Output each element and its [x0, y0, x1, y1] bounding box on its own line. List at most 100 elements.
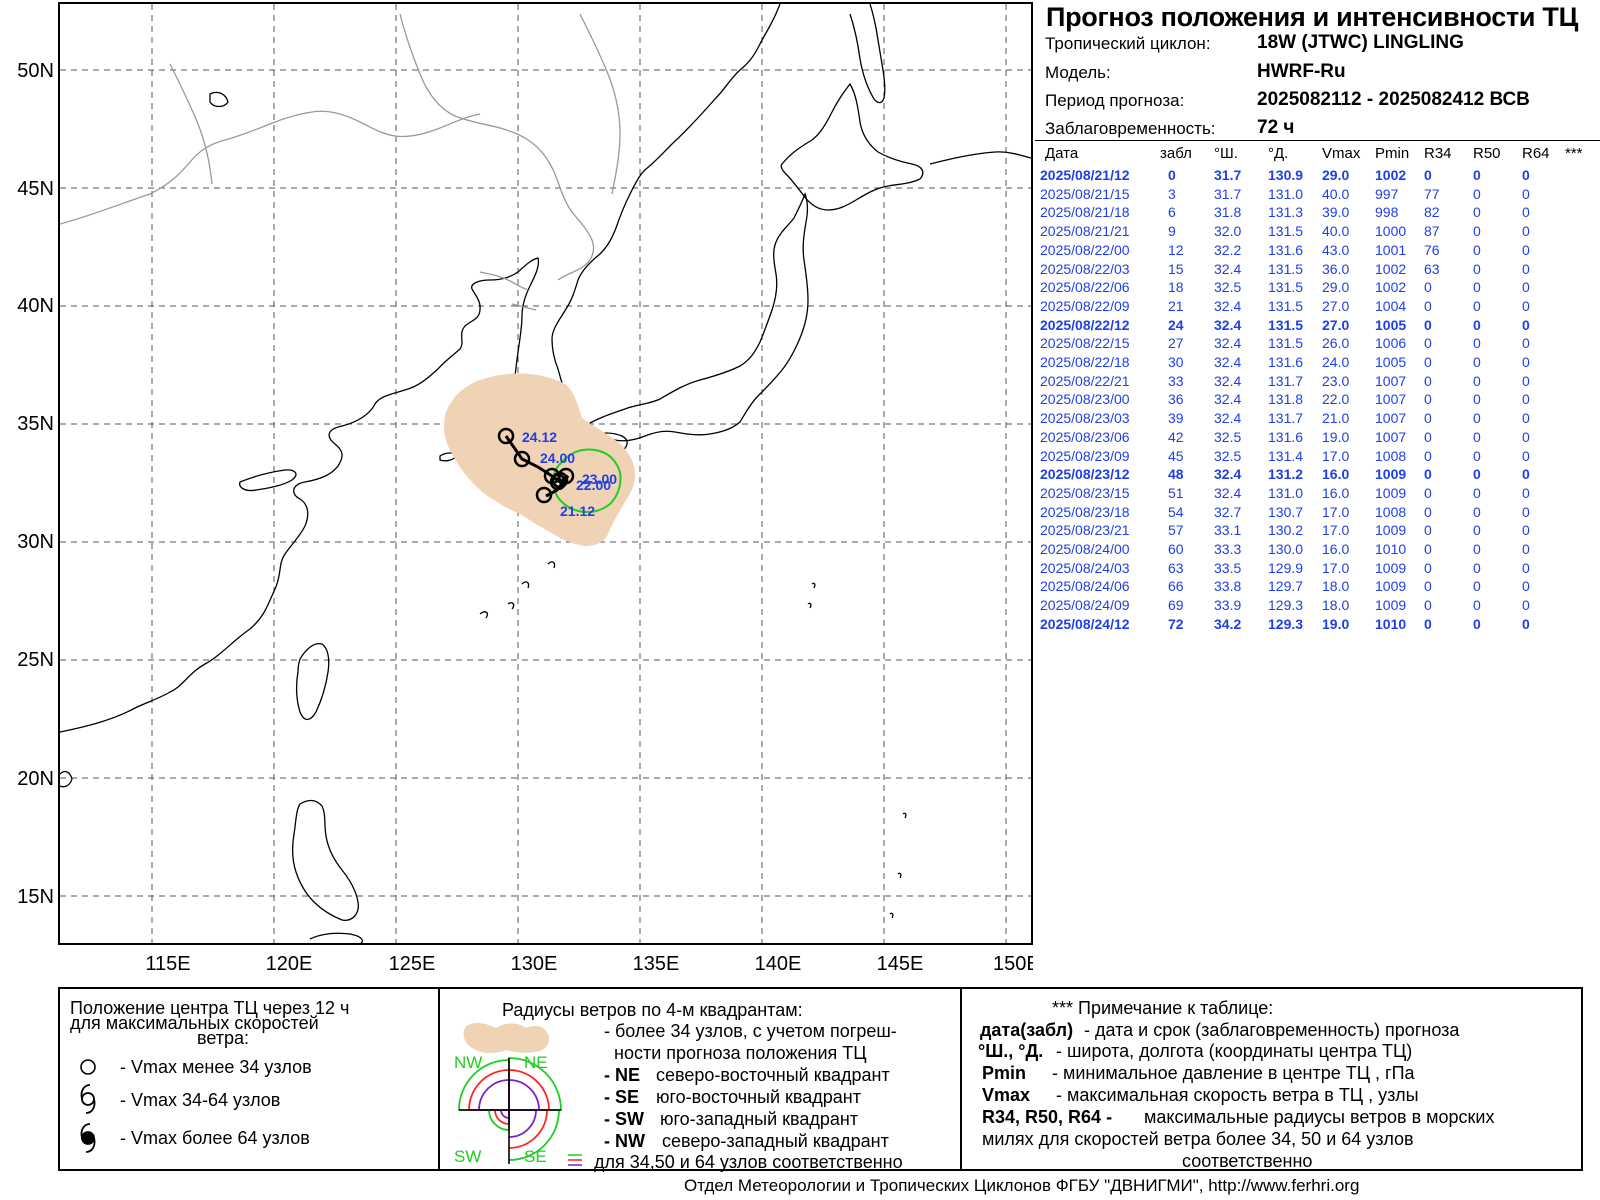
track-label: 24.00: [540, 450, 575, 466]
cell-r50: 0: [1473, 597, 1481, 614]
cell-pmin: 1007: [1375, 410, 1407, 427]
cell-vmax: 17.0: [1322, 559, 1350, 576]
cell-lead: 45: [1168, 447, 1184, 464]
cell-r50: 0: [1473, 316, 1481, 333]
lon-label: 140E: [754, 953, 802, 975]
footer-credit: Отдел Метеорологии и Тропических Циклоно…: [684, 1176, 1360, 1195]
cell-r50: 0: [1473, 578, 1481, 595]
cell-date: 2025/08/24/03: [1040, 559, 1130, 576]
border-inner: [169, 63, 213, 185]
cell-pmin: 1009: [1375, 522, 1407, 539]
table-row: 2025/08/22/18 30 32.4 131.6 24.0 1005 0 0 0: [1040, 354, 1580, 372]
sw-text: юго-западный квадрант: [660, 1109, 859, 1129]
track-labels: 24.12 24.00 23.00 22.00 21.12: [522, 429, 617, 519]
coast-marianas: [889, 812, 907, 919]
cell-lon: 131.5: [1268, 279, 1304, 296]
cell-date: 2025/08/22/12: [1040, 316, 1130, 333]
cell-r64: 0: [1522, 204, 1530, 221]
note-key: R34, R50, R64 -: [982, 1107, 1113, 1127]
cell-date: 2025/08/21/21: [1040, 223, 1130, 240]
cell-vmax: 29.0: [1322, 279, 1350, 296]
note-key: °Ш., °Д.: [978, 1041, 1044, 1061]
cell-vmax: 17.0: [1322, 503, 1350, 520]
cell-lead: 24: [1168, 316, 1184, 333]
cell-pmin: 1004: [1375, 297, 1407, 314]
center-legend-title: для максимальных скоростей: [70, 1013, 319, 1033]
cell-r50: 0: [1473, 279, 1481, 296]
cell-r64: 0: [1522, 447, 1530, 464]
track-label: 23.00: [582, 471, 617, 487]
cell-vmax: 19.0: [1322, 615, 1350, 632]
table-row: 2025/08/24/12 72 34.2 129.3 19.0 1010 0 0 0: [1040, 616, 1580, 634]
nw-r50-arc: [468, 1069, 510, 1111]
legend: [58, 987, 1583, 1171]
table-row: 2025/08/24/09 69 33.9 129.3 18.0 1009 0 0 0: [1040, 597, 1580, 615]
cell-lon: 129.9: [1268, 559, 1304, 576]
cell-lon: 129.3: [1268, 597, 1304, 614]
table-row: 2025/08/23/06 42 32.5 131.6 19.0 1007 0 0 0: [1040, 429, 1580, 447]
cell-lon: 131.5: [1268, 297, 1304, 314]
cell-r50: 0: [1473, 223, 1481, 240]
cell-r34: 0: [1424, 354, 1432, 370]
cell-r34: 76: [1424, 241, 1440, 258]
cell-vmax: 21.0: [1322, 410, 1350, 427]
border-china-russia: [399, 13, 595, 281]
cell-lead: 42: [1168, 428, 1184, 445]
coast-ryukyu: [479, 561, 556, 619]
cell-lon: 131.6: [1268, 241, 1304, 258]
cell-lat: 32.4: [1214, 354, 1242, 370]
cell-date: 2025/08/22/09: [1040, 297, 1130, 314]
cell-lon: 131.0: [1268, 484, 1304, 501]
center-legend-item: - Vmax более 64 узлов: [120, 1128, 310, 1148]
cell-lat: 32.4: [1214, 335, 1242, 352]
cell-lead: 66: [1168, 578, 1184, 595]
col-header: °Д.: [1268, 145, 1289, 162]
cell-r50: 0: [1473, 391, 1481, 408]
cell-lon: 131.7: [1268, 372, 1304, 389]
se-r34-arc: [508, 1109, 560, 1161]
cell-date: 2025/08/23/21: [1040, 522, 1130, 539]
cell-r64: 0: [1522, 354, 1530, 370]
forecast-map[interactable]: 24.12 24.00 23.00 22.00 21.12: [58, 2, 1033, 945]
cell-date: 2025/08/21/15: [1040, 185, 1130, 202]
coast-kuril-east: [929, 151, 1031, 165]
radii-legend-line: для 34,50 и 64 узлов соответственно: [594, 1152, 903, 1172]
nw-r34-arc: [458, 1059, 510, 1111]
ne-key: - NE: [604, 1065, 640, 1085]
cell-date: 2025/08/24/09: [1040, 597, 1130, 614]
cell-r64: 0: [1522, 297, 1530, 314]
lat-label: 25N: [17, 649, 54, 671]
cell-r34: 0: [1424, 372, 1432, 389]
page-title: Прогноз положения и интенсивности ТЦ: [1046, 2, 1578, 32]
coast-taiwan: [296, 643, 330, 721]
cell-lat: 33.5: [1214, 559, 1242, 576]
coast-luzon: [292, 799, 359, 921]
track-label: 21.12: [560, 503, 595, 519]
cell-lon: 130.9: [1268, 167, 1304, 183]
cell-pmin: 1002: [1375, 260, 1407, 277]
cell-pmin: 1007: [1375, 428, 1407, 445]
cell-r64: 0: [1522, 241, 1530, 258]
table-row: 2025/08/22/03 15 32.4 131.5 36.0 1002 63 0 0: [1040, 261, 1580, 279]
cell-r34: 0: [1424, 316, 1432, 333]
se-r64-arc: [508, 1109, 537, 1138]
r-levels-icon: [568, 1154, 582, 1166]
cell-vmax: 40.0: [1322, 223, 1350, 240]
center-legend-title: Положение центра ТЦ через 12 ч: [70, 998, 350, 1018]
cell-r34: 0: [1424, 484, 1432, 501]
cell-lead: 18: [1168, 279, 1184, 296]
radii-legend-line: ности прогноза положения ТЦ: [614, 1043, 867, 1063]
track-label: 22.00: [576, 477, 611, 493]
cell-lon: 131.4: [1268, 447, 1304, 464]
nw-key: - NW: [604, 1131, 645, 1151]
cell-date: 2025/08/21/18: [1040, 204, 1130, 221]
cell-r50: 0: [1473, 260, 1481, 277]
cell-pmin: 1005: [1375, 316, 1407, 333]
wind-uncertainty-area: [444, 373, 635, 546]
cell-lon: 131.5: [1268, 316, 1304, 333]
cell-r50: 0: [1473, 241, 1481, 258]
cell-r34: 87: [1424, 223, 1440, 240]
lat-label: 35N: [17, 413, 54, 435]
cell-r34: 0: [1424, 615, 1432, 632]
cell-r50: 0: [1473, 354, 1481, 370]
